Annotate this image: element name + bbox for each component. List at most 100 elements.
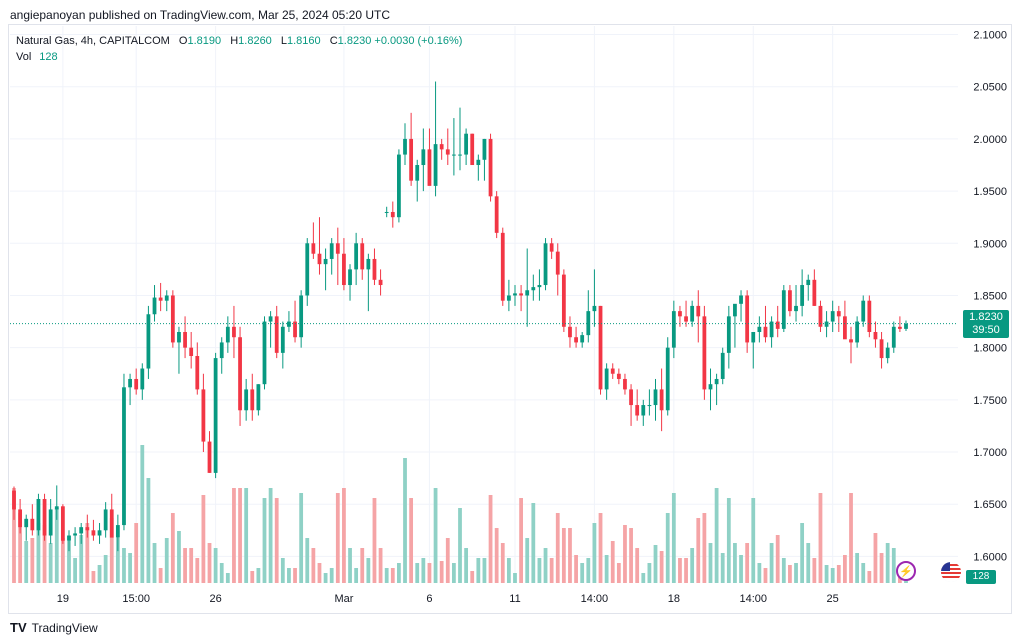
candle-body xyxy=(287,321,291,327)
candle-body xyxy=(195,356,200,390)
volume-bar xyxy=(207,543,212,583)
volume-bar xyxy=(629,528,633,583)
volume-bar xyxy=(262,498,267,583)
volume-bar xyxy=(317,563,322,583)
change-value: +0.0030 (+0.16%) xyxy=(374,35,463,47)
candle-body xyxy=(574,337,578,343)
price-tick-label: 1.7500 xyxy=(973,395,1007,407)
candle-body xyxy=(519,293,523,296)
volume-bar xyxy=(103,555,108,583)
candle-body xyxy=(134,378,139,390)
candle-body xyxy=(897,326,902,329)
volume-bar xyxy=(409,498,414,583)
high-value: 1.8260 xyxy=(238,35,272,47)
candle-body xyxy=(506,295,511,301)
volume-bar xyxy=(891,548,896,583)
volume-bar xyxy=(824,565,829,583)
volume-bar xyxy=(372,498,377,583)
volume-bar xyxy=(195,558,200,583)
volume-tag: 128 xyxy=(966,570,996,584)
candle-body xyxy=(238,337,242,411)
candle-body xyxy=(268,316,273,322)
candle-body xyxy=(616,373,621,379)
volume-bar xyxy=(433,488,438,583)
volume-bar xyxy=(183,548,187,583)
volume-bar xyxy=(525,538,530,583)
volume-bar xyxy=(115,538,120,583)
candle-body xyxy=(641,405,646,416)
candle-body xyxy=(494,196,499,233)
volume-bar xyxy=(623,525,627,583)
candle-body xyxy=(720,352,725,379)
volume-bar xyxy=(48,543,53,583)
price-tick-label: 1.7000 xyxy=(973,447,1007,459)
candle-body xyxy=(97,530,102,536)
volume-bar xyxy=(812,558,817,583)
volume-bar xyxy=(665,513,670,583)
candle-body xyxy=(183,332,187,348)
volume-bar xyxy=(549,558,554,583)
candle-body xyxy=(244,389,249,411)
candle-body xyxy=(451,154,456,156)
candle-body xyxy=(812,279,817,306)
time-axis[interactable]: 19 15:00 26 Mar 6 11 14:00 18 14:00 25 xyxy=(57,593,839,605)
volume-bar xyxy=(18,513,23,583)
volume-bar xyxy=(769,543,774,583)
volume-bar xyxy=(775,535,780,583)
volume-bar xyxy=(885,543,890,583)
volume-bar xyxy=(177,531,181,583)
volume-bar xyxy=(378,548,383,583)
candle-body xyxy=(794,305,798,312)
volume-label[interactable]: Vol xyxy=(16,51,32,63)
tradingview-logo[interactable]: TV TradingView xyxy=(10,620,98,635)
volume-bar xyxy=(85,523,90,583)
volume-bar xyxy=(134,523,139,583)
volume-bar xyxy=(158,568,163,583)
candle-body xyxy=(678,311,682,317)
candle-body xyxy=(488,138,493,197)
volume-bar xyxy=(531,503,536,583)
candle-body xyxy=(79,527,84,534)
volume-bar xyxy=(476,558,481,583)
low-value: 1.8160 xyxy=(287,35,321,47)
publisher-caption: angiepanoyan published on TradingView.co… xyxy=(10,8,391,22)
candle-body xyxy=(366,258,371,270)
candle-body xyxy=(60,506,65,541)
volume-bar xyxy=(537,558,542,583)
volume-bar xyxy=(219,563,224,583)
candle-body xyxy=(690,305,695,322)
candle-body xyxy=(201,389,206,442)
volume-bar xyxy=(354,568,359,583)
volume-bar xyxy=(671,493,676,583)
volume-bar xyxy=(250,571,255,583)
candle-body xyxy=(885,347,890,359)
volume-bar xyxy=(836,565,841,583)
volume-bar xyxy=(140,445,145,583)
time-tick-label: Mar xyxy=(334,593,353,605)
candle-body xyxy=(623,378,627,390)
volume-bar xyxy=(641,573,646,583)
candle-body xyxy=(751,332,756,343)
open-label: O xyxy=(178,35,188,47)
volume-bar xyxy=(696,518,701,583)
time-tick-label: 26 xyxy=(209,593,221,605)
volume-bar xyxy=(586,558,591,583)
candle-body xyxy=(781,290,786,329)
volume-bar xyxy=(311,548,316,583)
candle-body xyxy=(659,389,664,411)
candle-body xyxy=(561,274,566,327)
volume-bar xyxy=(335,493,340,583)
price-axis[interactable]: 1.6000 1.6500 1.7000 1.7500 1.8000 1.8500 1.90… xyxy=(973,30,1007,564)
volume-bar xyxy=(42,525,47,583)
volume-bar xyxy=(647,563,652,583)
candle-body xyxy=(739,295,743,304)
symbol-name[interactable]: Natural Gas, 4h, CAPITALCOM xyxy=(16,35,170,47)
candle-body xyxy=(54,506,59,510)
lightning-icon[interactable]: ⚡ xyxy=(896,561,916,581)
candles[interactable] xyxy=(12,81,908,552)
volume-bar xyxy=(763,568,768,583)
candle-body xyxy=(464,133,469,155)
candle-body xyxy=(421,149,426,166)
us-flag-icon[interactable] xyxy=(941,562,961,582)
